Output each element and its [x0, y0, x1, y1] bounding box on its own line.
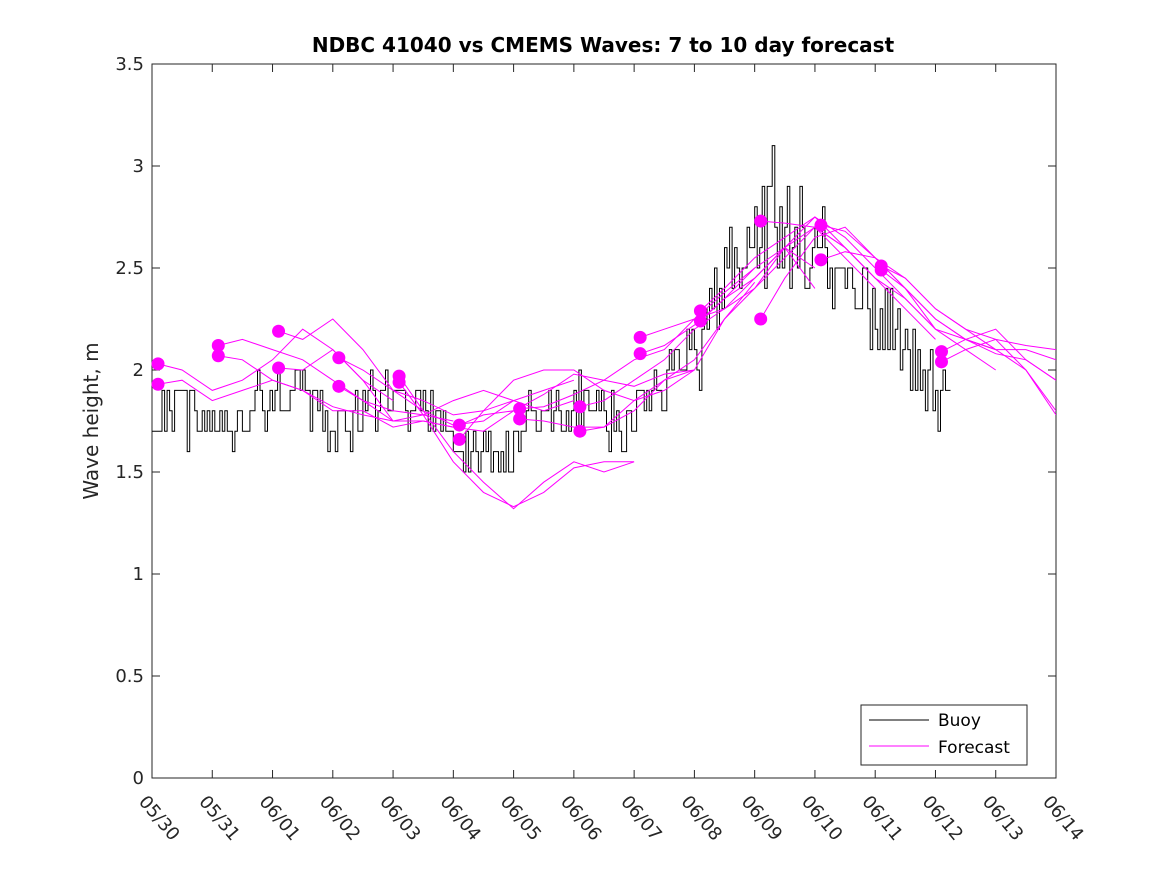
- forecast-start-marker: [693, 314, 707, 328]
- legend-buoy-label: Buoy: [938, 711, 981, 731]
- forecast-start-marker: [754, 214, 768, 228]
- forecast-series-line: [880, 265, 1056, 351]
- forecast-start-marker: [211, 349, 225, 363]
- forecast-start-marker: [452, 418, 466, 432]
- forecast-series-line: [519, 281, 756, 428]
- forecast-series-line: [459, 369, 695, 426]
- forecast-start-marker: [332, 351, 346, 365]
- forecast-series-line: [941, 338, 1056, 416]
- forecast-series-line: [640, 226, 876, 338]
- y-tick-label: 2: [133, 360, 144, 381]
- forecast-series-line: [760, 220, 996, 371]
- forecast-start-marker: [151, 377, 165, 391]
- y-tick-label: 0: [133, 768, 144, 789]
- forecast-start-marker: [151, 357, 165, 371]
- forecast-series-line: [338, 357, 575, 416]
- forecast-start-marker: [513, 412, 527, 426]
- forecast-start-marker: [211, 339, 225, 353]
- forecast-start-marker: [272, 324, 286, 338]
- forecast-series-line: [700, 216, 936, 330]
- forecast-series-line: [459, 369, 695, 440]
- chart-title: NDBC 41040 vs CMEMS Waves: 7 to 10 day f…: [312, 33, 895, 57]
- legend-box: [860, 704, 1028, 766]
- forecast-start-marker: [513, 402, 527, 416]
- legend-forecast-label: Forecast: [938, 738, 1010, 758]
- legend: Buoy Forecast: [860, 704, 1028, 766]
- y-tick-label: 2.5: [115, 258, 144, 279]
- forecast-series-line: [519, 267, 756, 410]
- forecast-start-marker: [814, 253, 828, 267]
- forecast-start-marker: [633, 330, 647, 344]
- forecast-start-marker: [272, 361, 286, 375]
- forecast-series-line: [941, 328, 1056, 381]
- forecast-start-marker: [754, 312, 768, 326]
- axes-box: [151, 63, 1057, 779]
- y-tick-label: 1: [133, 564, 144, 585]
- buoy-series-line: [152, 145, 951, 473]
- forecast-start-marker: [693, 304, 707, 318]
- forecast-start-marker: [814, 218, 828, 232]
- forecast-start-marker: [573, 424, 587, 438]
- y-tick-label: 3.5: [115, 54, 144, 75]
- forecast-start-marker: [934, 355, 948, 369]
- forecast-start-marker: [874, 263, 888, 277]
- forecast-series-line: [640, 216, 876, 355]
- forecast-start-marker: [452, 432, 466, 446]
- forecast-start-marker: [934, 345, 948, 359]
- y-tick-label: 1.5: [115, 462, 144, 483]
- forecast-start-marker: [573, 400, 587, 414]
- forecast-series-line: [398, 381, 635, 508]
- forecast-series-line: [218, 338, 454, 422]
- forecast-start-marker: [392, 375, 406, 389]
- y-axis-label: Wave height, m: [79, 342, 103, 499]
- forecast-start-marker: [332, 379, 346, 393]
- forecast-series-line: [218, 355, 454, 428]
- forecast-start-marker: [633, 347, 647, 361]
- forecast-series-line: [398, 375, 635, 510]
- y-tick-label: 3: [133, 156, 144, 177]
- y-tick-label: 0.5: [115, 666, 144, 687]
- forecast-series-line: [579, 246, 816, 432]
